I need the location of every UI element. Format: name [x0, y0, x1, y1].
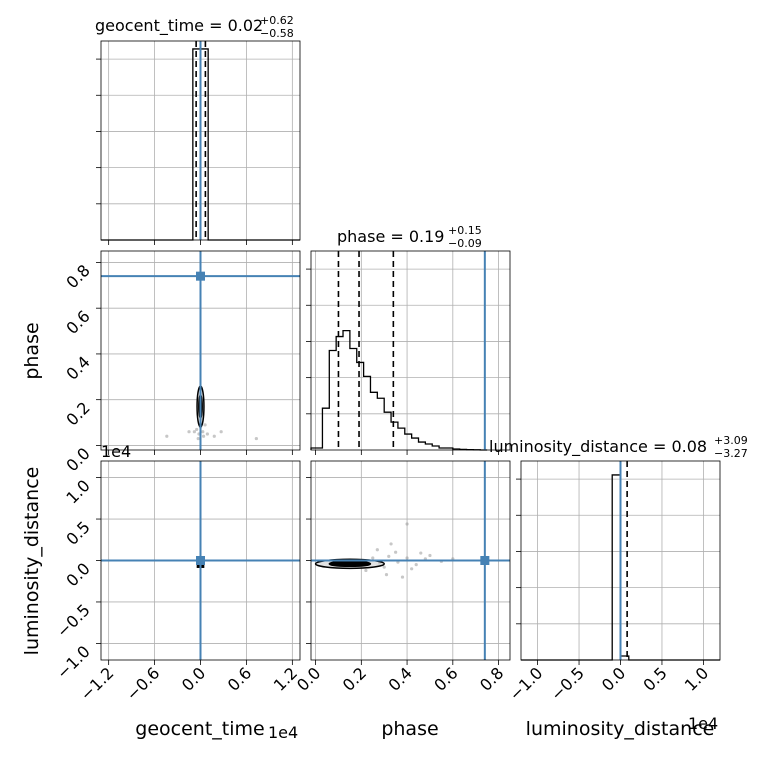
- scatter-point-luminosity_distance_vs_phase-17: [419, 551, 423, 555]
- truth-marker-luminosity_distance_vs_phase: [480, 556, 490, 565]
- ticks-layer: −1.2 −0.6 0.0 0.6 1.20.0 0.2 0.4 0.6 0.8−1.0 −0.5…: [53, 58, 712, 704]
- offset-luminosity-distance-x: 1e4: [688, 714, 718, 733]
- title-geocent-time: geocent_time = 0.02: [95, 16, 263, 36]
- scatter-point-phase_vs_geocent_time-9: [219, 430, 223, 434]
- scatter-point-phase_vs_geocent_time-3: [201, 434, 206, 438]
- scatter-point-phase_vs_geocent_time-12: [165, 434, 169, 438]
- ytick-label-luminosity_distance-0: −1.0: [53, 642, 94, 683]
- scatter-point-luminosity_distance_vs_phase-5: [414, 563, 418, 567]
- offset-geocent-time-x: 1e4: [268, 723, 298, 742]
- title-luminosity-distance: luminosity_distance = 0.08: [489, 437, 707, 457]
- ytick-label-luminosity_distance-1: −0.5: [53, 600, 94, 641]
- xtick-label-phase-3: 0.6: [430, 663, 461, 694]
- ytick-label-phase-1: 0.2: [62, 398, 93, 429]
- scatter-point-phase_vs_geocent_time-1: [201, 430, 205, 434]
- scatter-point-phase_vs_geocent_time-8: [212, 434, 216, 438]
- xtick-label-luminosity_distance-4: 1.0: [681, 663, 712, 694]
- scatter-point-luminosity_distance_vs_phase-2: [387, 554, 391, 558]
- panel-frame-phase: [310, 250, 511, 451]
- truth-marker-phase_vs_geocent_time: [196, 271, 205, 281]
- scatter-point-luminosity_distance_vs_phase-16: [364, 568, 368, 573]
- xlabel-luminosity-distance: luminosity_distance: [526, 718, 715, 740]
- xtick-label-luminosity_distance-0: −1.0: [505, 663, 546, 704]
- ylabel-luminosity-distance: luminosity_distance: [21, 467, 43, 656]
- title-phase-minus: −0.09: [448, 237, 482, 250]
- truth-marker-geocent-vs-distance: [196, 556, 205, 565]
- scatter-point-phase_vs_geocent_time-5: [192, 430, 196, 434]
- xtick-label-geocent_time-1: −0.6: [122, 663, 163, 704]
- scatter-point-luminosity_distance_vs_phase-19: [384, 572, 389, 577]
- title-geocent-time-minus: −0.58: [260, 27, 294, 40]
- title-phase-plus: +0.15: [448, 224, 482, 237]
- title-phase: phase = 0.19: [337, 227, 444, 246]
- scatter-point-luminosity_distance_vs_phase-11: [375, 548, 379, 552]
- xtick-label-phase-2: 0.4: [384, 663, 415, 694]
- scatter-point-phase_vs_geocent_time-10: [196, 436, 200, 441]
- grid-layer: [101, 41, 720, 660]
- histogram-phase: [310, 329, 488, 451]
- scatter-point-luminosity_distance_vs_phase-13: [400, 575, 405, 579]
- frames-layer: [100, 40, 721, 661]
- xtick-label-phase-4: 0.8: [476, 663, 507, 694]
- scatter-point-phase_vs_geocent_time-2: [195, 427, 199, 432]
- xlabel-geocent-time: geocent_time: [135, 718, 264, 740]
- scatter-point-luminosity_distance_vs_phase-10: [389, 542, 393, 546]
- xtick-label-luminosity_distance-3: 0.5: [639, 663, 670, 694]
- ytick-label-phase-0: 0.0: [62, 444, 93, 475]
- title-luminosity-distance-plus: +3.09: [714, 434, 748, 447]
- scatter-point-luminosity_distance_vs_phase-12: [410, 567, 414, 571]
- xlabel-phase: phase: [381, 718, 438, 740]
- scatter-point-phase_vs_geocent_time-7: [187, 430, 191, 434]
- scatter-point-phase_vs_geocent_time-6: [205, 432, 209, 436]
- scatter-point-luminosity_distance_vs_phase-9: [394, 550, 398, 554]
- xtick-label-geocent_time-2: 0.0: [178, 663, 209, 694]
- density-contour-luminosity_distance_vs_phase-1: [328, 560, 372, 568]
- ytick-label-phase-2: 0.4: [62, 352, 93, 383]
- scatter-point-luminosity_distance_vs_phase-7: [428, 553, 432, 558]
- offset-luminosity-distance-y: 1e4: [101, 442, 131, 461]
- xtick-label-luminosity_distance-1: −0.5: [547, 663, 588, 704]
- scatter-point-phase_vs_geocent_time-11: [203, 423, 207, 427]
- scatter-point-luminosity_distance_vs_phase-0: [371, 556, 375, 560]
- xtick-label-geocent_time-3: 0.6: [224, 663, 255, 694]
- xtick-label-luminosity_distance-2: 0.0: [598, 663, 629, 694]
- scatter-point-luminosity_distance_vs_phase-8: [382, 565, 386, 569]
- ytick-label-phase-3: 0.6: [62, 307, 93, 338]
- ylabel-phase: phase: [21, 322, 43, 379]
- scatter-point-luminosity_distance_vs_phase-18: [405, 522, 409, 526]
- data-layer: [101, 41, 720, 661]
- scatter-point-luminosity_distance_vs_phase-4: [405, 556, 409, 560]
- ytick-label-phase-4: 0.8: [62, 261, 93, 292]
- xtick-label-phase-0: 0.0: [293, 663, 324, 694]
- title-geocent-time-plus: +0.62: [260, 14, 294, 27]
- ytick-label-luminosity_distance-3: 0.5: [62, 517, 93, 548]
- scatter-point-phase_vs_geocent_time-13: [254, 436, 258, 441]
- ytick-label-luminosity_distance-2: 0.0: [62, 559, 93, 590]
- xtick-label-phase-1: 0.2: [339, 663, 370, 694]
- xtick-label-geocent_time-0: −1.2: [77, 663, 118, 704]
- ytick-label-luminosity_distance-4: 1.0: [62, 476, 93, 507]
- title-luminosity-distance-minus: −3.27: [714, 447, 748, 460]
